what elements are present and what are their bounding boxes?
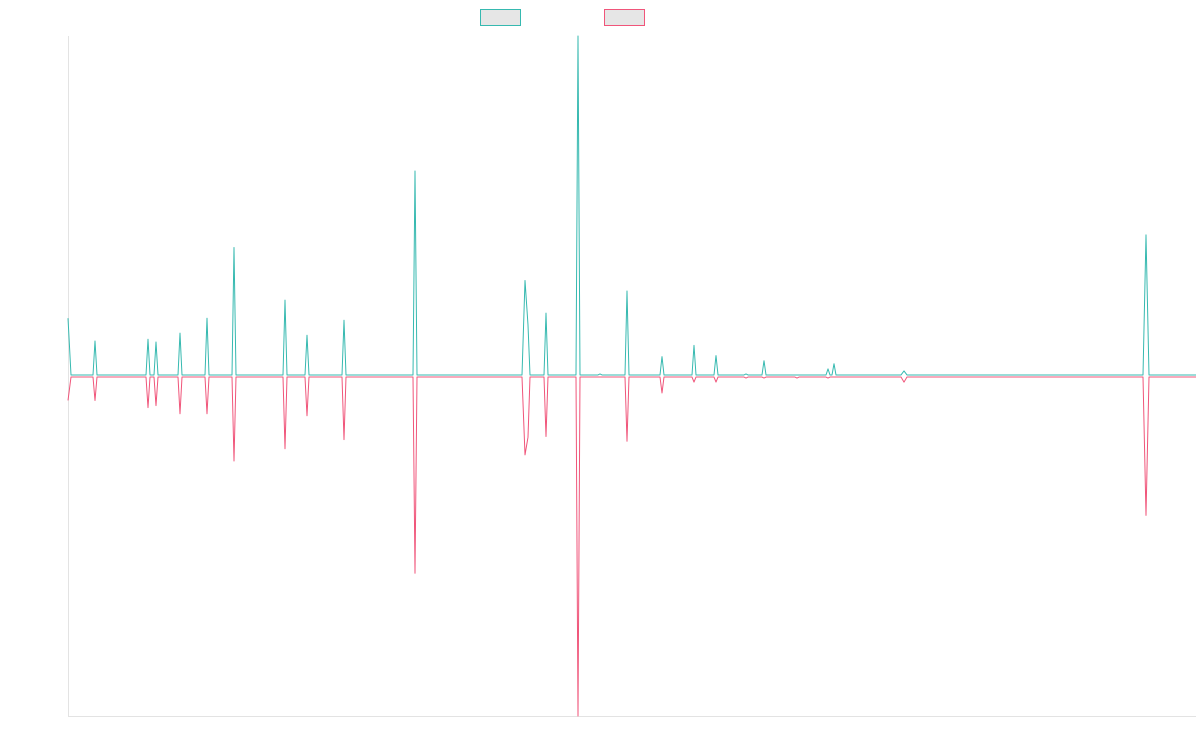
series-b-line — [67, 376, 1196, 717]
legend — [480, 9, 645, 26]
legend-swatch-series-a[interactable] — [480, 9, 521, 26]
legend-swatch-series-b[interactable] — [604, 9, 645, 26]
plot-area — [67, 35, 1196, 717]
series-a-line — [67, 35, 1196, 376]
